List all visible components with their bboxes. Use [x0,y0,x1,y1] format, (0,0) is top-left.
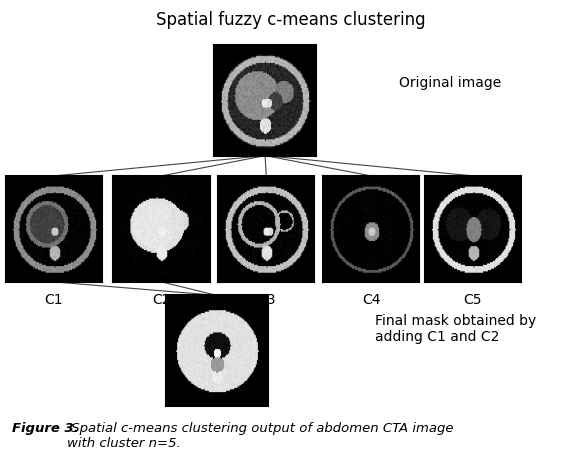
Text: C1: C1 [44,293,63,307]
Text: Final mask obtained by
adding C1 and C2: Final mask obtained by adding C1 and C2 [375,314,537,344]
Text: Spatial fuzzy c-means clustering: Spatial fuzzy c-means clustering [156,11,426,29]
Text: C2: C2 [152,293,171,307]
Text: C3: C3 [257,293,275,307]
Text: C4: C4 [362,293,380,307]
Text: Figure 3.: Figure 3. [12,422,79,435]
Text: Spatial c-means clustering output of abdomen CTA image
with cluster n=5.: Spatial c-means clustering output of abd… [67,422,453,450]
Text: C5: C5 [464,293,482,307]
Text: Original image: Original image [399,76,501,91]
